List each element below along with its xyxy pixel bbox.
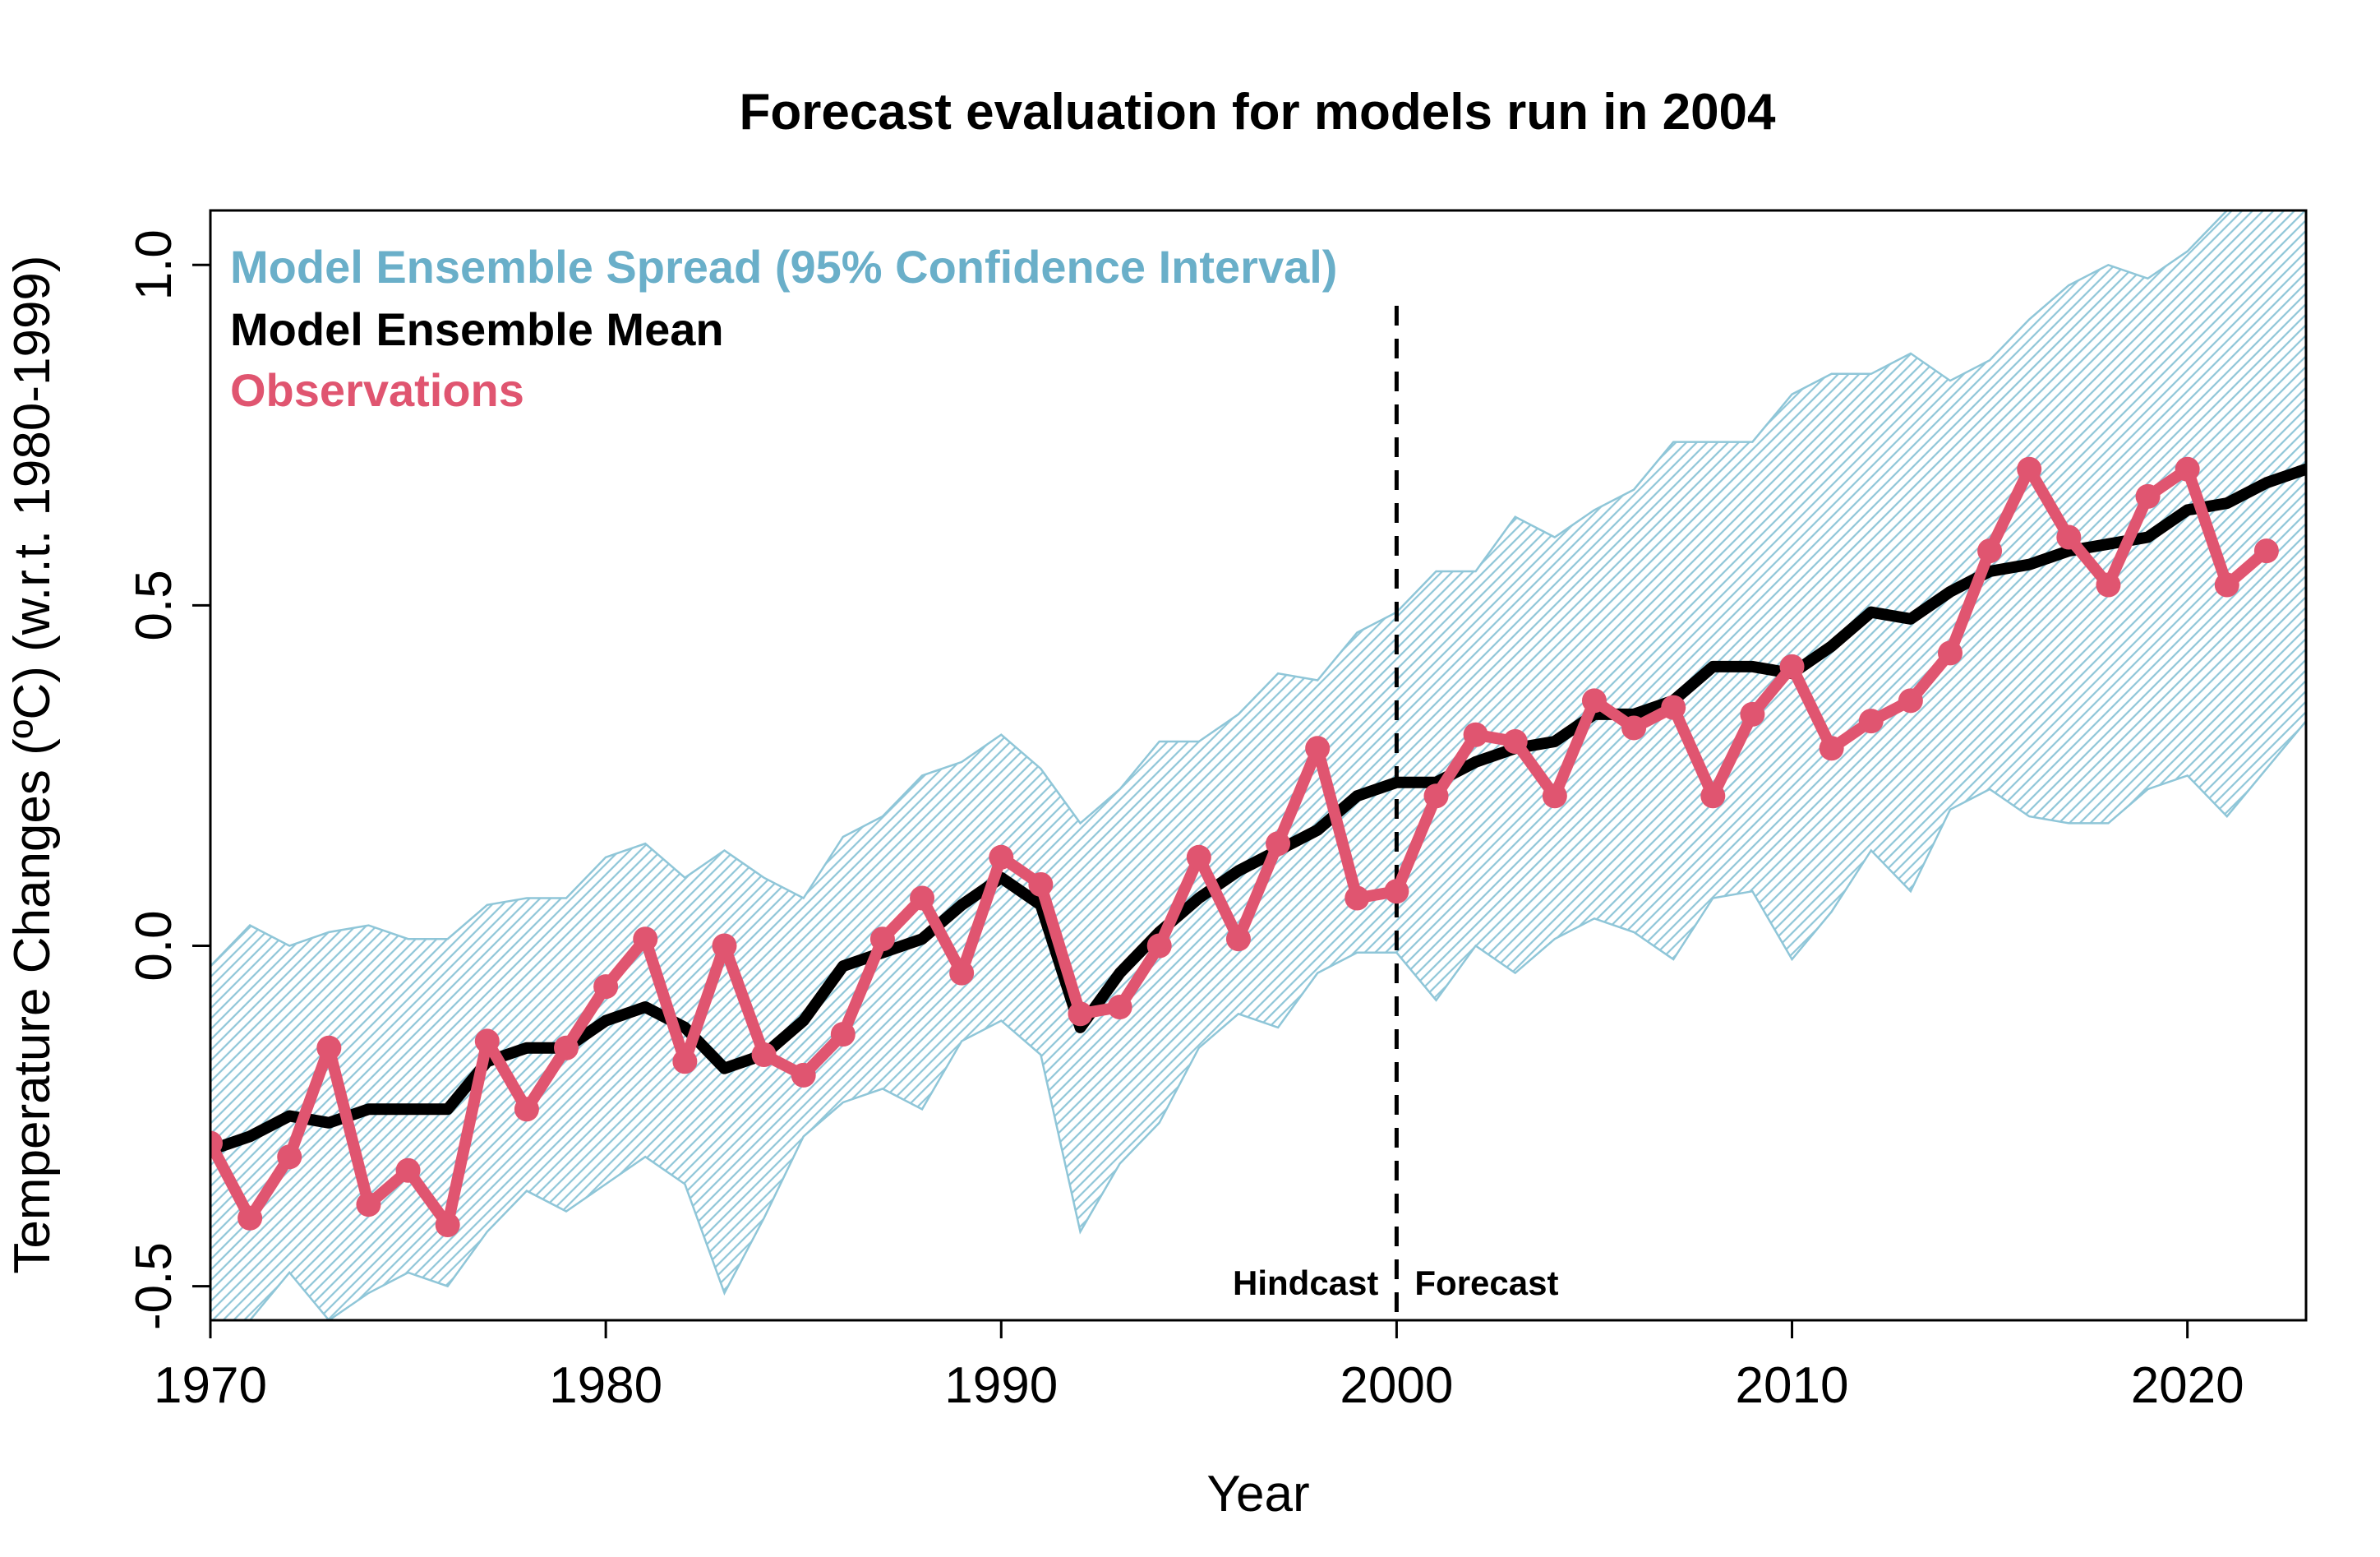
observation-point (1225, 926, 1251, 952)
x-tick-label: 1970 (154, 1357, 267, 1414)
x-tick-label: 2020 (2131, 1357, 2244, 1414)
observation-point (1977, 538, 2003, 564)
observation-point (1779, 654, 1805, 679)
plot-area (210, 210, 2306, 1320)
y-tick-label: -0.5 (126, 1242, 182, 1330)
observation-point (1305, 736, 1331, 761)
ensemble-spread-band (210, 210, 2306, 1320)
y-tick-label: 0.5 (126, 570, 182, 640)
observation-point (356, 1192, 381, 1217)
y-tick-label: 1.0 (126, 229, 182, 300)
observation-point (633, 926, 658, 952)
observation-point (1502, 729, 1528, 755)
observation-point (869, 926, 895, 952)
x-axis: 1970 1980 1990 2000 2010 2020 (154, 1319, 2244, 1414)
observation-point (1898, 688, 1923, 714)
observation-point (474, 1028, 500, 1054)
observation-point (949, 960, 975, 986)
observation-point (277, 1144, 302, 1170)
observation-point (751, 1042, 777, 1067)
legend-spread-label: Model Ensemble Spread (95% Confidence In… (230, 241, 1337, 293)
observation-point (1621, 715, 1647, 741)
observation-point (554, 1035, 579, 1060)
observation-point (2214, 572, 2239, 598)
observation-point (2056, 524, 2082, 550)
observation-point (1345, 885, 1370, 911)
observation-point (593, 974, 619, 1000)
observation-point (830, 1022, 856, 1047)
observation-point (2175, 456, 2200, 482)
observation-point (1068, 1001, 1093, 1027)
forecast-label: Forecast (1414, 1264, 1558, 1302)
x-tick-label: 2010 (1736, 1357, 1849, 1414)
x-tick-label: 2000 (1340, 1357, 1453, 1414)
observation-point (1463, 722, 1488, 747)
y-axis: -0.5 0.0 0.5 1.0 (126, 229, 212, 1330)
observation-point (435, 1213, 460, 1238)
observation-point (2017, 456, 2042, 482)
y-tick-label: 0.0 (126, 910, 182, 981)
observation-point (791, 1062, 816, 1088)
observation-point (1146, 933, 1172, 959)
legend-observations-label: Observations (230, 364, 524, 416)
observation-point (989, 844, 1014, 870)
observation-point (238, 1205, 263, 1231)
observation-point (1028, 871, 1054, 897)
x-axis-label: Year (1206, 1466, 1309, 1522)
observation-point (1266, 831, 1291, 857)
observation-point (316, 1035, 342, 1060)
observation-point (1186, 844, 1211, 870)
observation-point (210, 1130, 223, 1156)
hindcast-label: Hindcast (1233, 1264, 1378, 1302)
observation-point (2135, 483, 2161, 509)
observation-point (1542, 783, 1567, 809)
observation-point (1819, 736, 1844, 761)
observation-point (672, 1049, 698, 1074)
legend-mean-label: Model Ensemble Mean (230, 303, 724, 355)
observation-point (1581, 688, 1607, 714)
chart-title: Forecast evaluation for models run in 20… (739, 84, 1776, 141)
y-axis-label: Temperature Changes (ºC) (w.r.t. 1980-19… (4, 255, 61, 1273)
observation-point (2253, 538, 2279, 564)
x-tick-label: 1980 (549, 1357, 662, 1414)
observation-point (910, 885, 935, 911)
observation-point (1107, 995, 1132, 1020)
observation-point (712, 933, 737, 959)
observation-point (1700, 783, 1726, 809)
observation-point (2096, 572, 2121, 598)
observation-point (395, 1157, 421, 1183)
observation-points (210, 456, 2279, 1238)
x-tick-label: 1990 (944, 1357, 1058, 1414)
observation-point (514, 1097, 539, 1122)
observation-point (1937, 640, 1963, 666)
observation-point (1858, 709, 1884, 734)
observation-point (1661, 695, 1686, 720)
observation-point (1740, 701, 1765, 727)
observation-point (1423, 783, 1449, 809)
observation-point (1384, 879, 1409, 904)
